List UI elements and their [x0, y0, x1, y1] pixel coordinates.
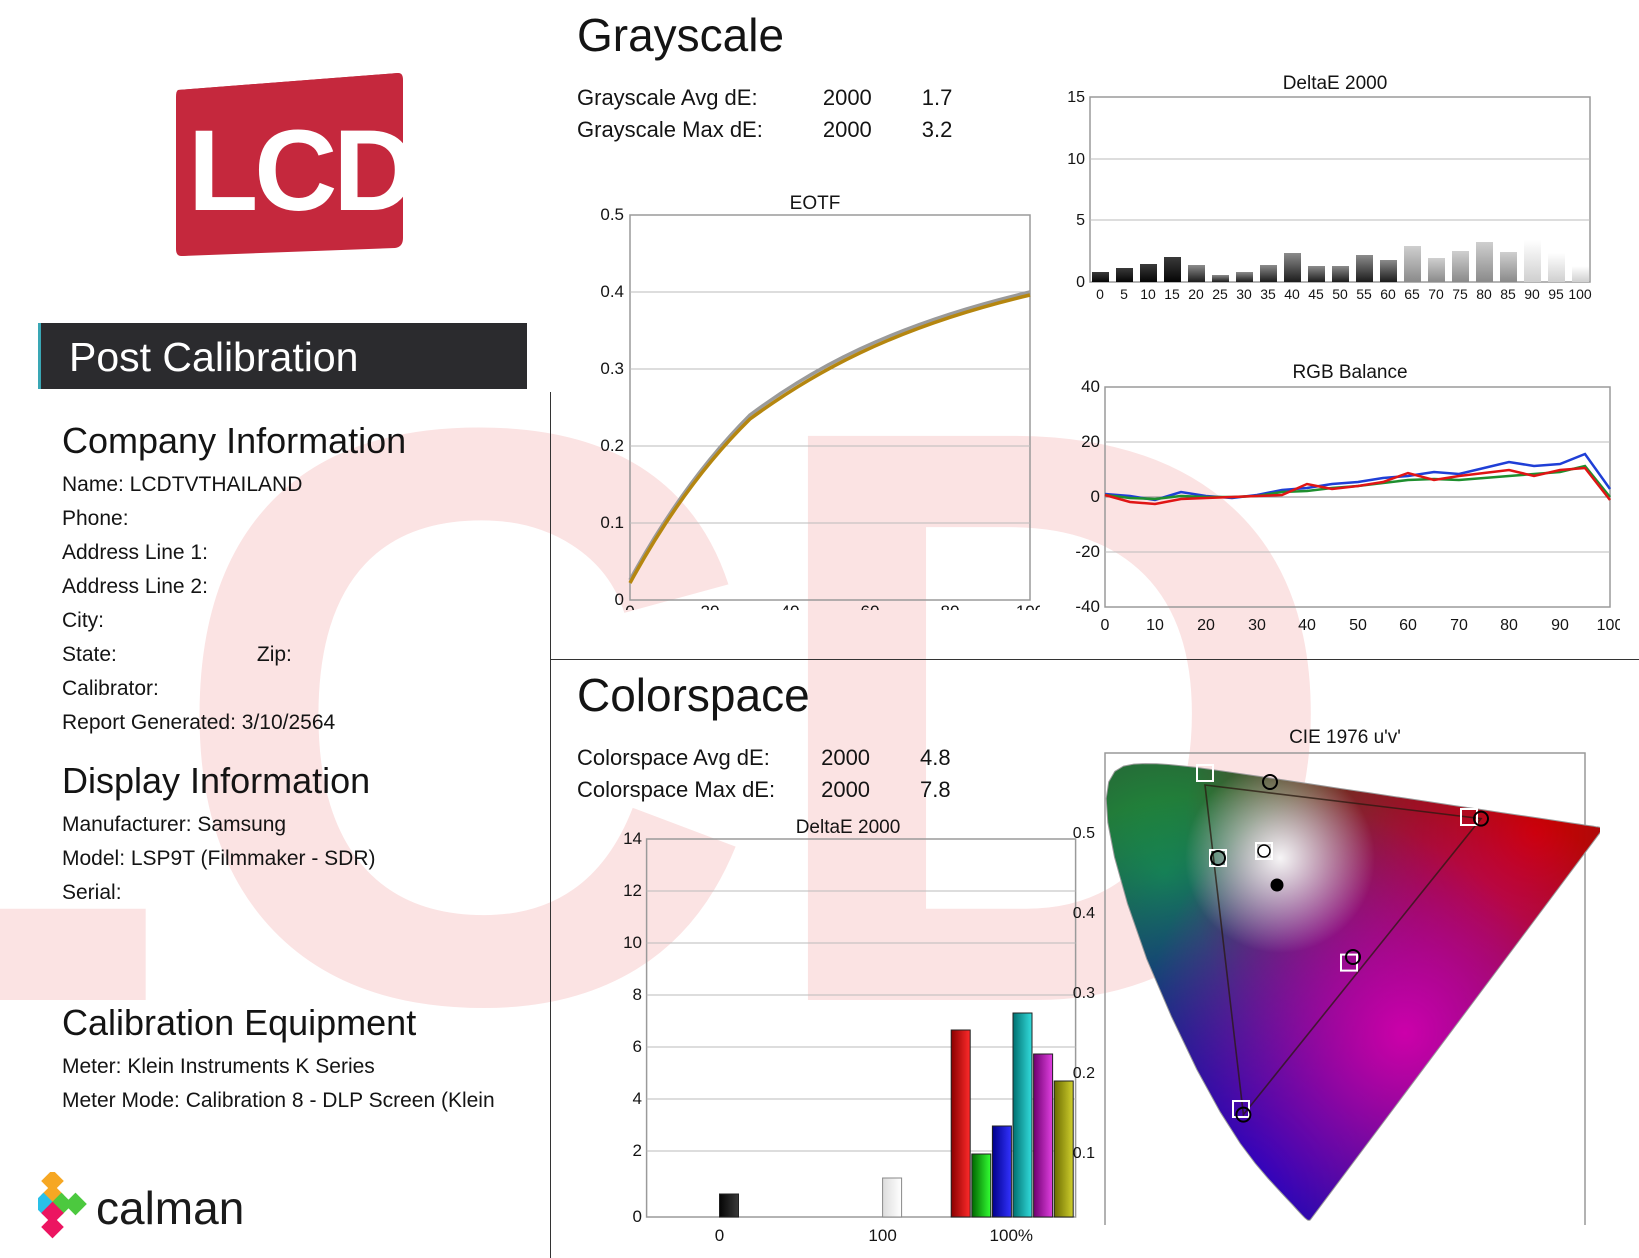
svg-text:45: 45 — [1308, 286, 1324, 302]
svg-text:0.1: 0.1 — [600, 513, 624, 532]
svg-text:0.1: 0.1 — [1073, 1145, 1095, 1162]
svg-text:50: 50 — [1332, 286, 1348, 302]
svg-text:90: 90 — [1551, 617, 1569, 634]
svg-text:80: 80 — [1500, 617, 1518, 634]
svg-text:90: 90 — [1524, 286, 1540, 302]
svg-text:LCD: LCD — [188, 107, 410, 235]
svg-text:20: 20 — [1197, 617, 1215, 634]
svg-text:0: 0 — [625, 602, 634, 610]
svg-text:100%: 100% — [990, 1226, 1033, 1245]
svg-text:65: 65 — [1404, 286, 1420, 302]
svg-text:DeltaE 2000: DeltaE 2000 — [796, 817, 901, 838]
svg-text:40: 40 — [1284, 286, 1300, 302]
svg-text:5: 5 — [1076, 212, 1085, 229]
svg-text:20: 20 — [1188, 286, 1204, 302]
svg-text:60: 60 — [861, 602, 880, 610]
svg-text:0.5: 0.5 — [600, 205, 624, 224]
svg-text:0.5: 0.5 — [1073, 825, 1095, 842]
svg-text:80: 80 — [1476, 286, 1492, 302]
svg-text:25: 25 — [1212, 286, 1228, 302]
svg-text:0: 0 — [1076, 274, 1085, 291]
svg-text:70: 70 — [1450, 617, 1468, 634]
svg-text:0: 0 — [715, 1226, 724, 1245]
svg-text:14: 14 — [623, 829, 642, 848]
svg-text:0: 0 — [615, 590, 624, 609]
svg-text:95: 95 — [1548, 286, 1564, 302]
svg-text:0: 0 — [1101, 617, 1110, 634]
svg-text:40: 40 — [1081, 377, 1100, 396]
svg-text:DeltaE 2000: DeltaE 2000 — [1283, 75, 1388, 94]
svg-text:100: 100 — [868, 1226, 896, 1245]
svg-text:20: 20 — [701, 602, 720, 610]
svg-text:0.4: 0.4 — [600, 282, 624, 301]
svg-text:0: 0 — [633, 1207, 642, 1226]
svg-text:50: 50 — [1349, 617, 1367, 634]
svg-text:0.4: 0.4 — [1073, 905, 1095, 922]
svg-text:10: 10 — [1067, 151, 1085, 168]
svg-text:12: 12 — [623, 881, 642, 900]
svg-text:40: 40 — [781, 602, 800, 610]
svg-text:0.3: 0.3 — [600, 359, 624, 378]
svg-text:100: 100 — [1597, 617, 1620, 634]
svg-text:0.3: 0.3 — [1073, 985, 1095, 1002]
svg-text:85: 85 — [1500, 286, 1516, 302]
svg-text:35: 35 — [1260, 286, 1276, 302]
svg-text:55: 55 — [1356, 286, 1372, 302]
svg-text:-20: -20 — [1075, 542, 1100, 561]
svg-text:4: 4 — [633, 1089, 642, 1108]
svg-text:8: 8 — [633, 985, 642, 1004]
svg-text:calman: calman — [96, 1182, 244, 1234]
svg-text:80: 80 — [941, 602, 960, 610]
svg-text:30: 30 — [1236, 286, 1252, 302]
svg-text:15: 15 — [1164, 286, 1180, 302]
svg-text:60: 60 — [1399, 617, 1417, 634]
svg-text:75: 75 — [1452, 286, 1468, 302]
svg-text:30: 30 — [1248, 617, 1266, 634]
svg-text:10: 10 — [1140, 286, 1156, 302]
svg-text:0: 0 — [1096, 286, 1104, 302]
svg-text:0: 0 — [1091, 487, 1100, 506]
svg-text:10: 10 — [623, 933, 642, 952]
svg-text:6: 6 — [633, 1037, 642, 1056]
svg-text:5: 5 — [1120, 286, 1128, 302]
svg-text:RGB Balance: RGB Balance — [1292, 362, 1407, 383]
svg-text:EOTF: EOTF — [790, 195, 841, 214]
svg-text:0.2: 0.2 — [600, 436, 624, 455]
svg-text:60: 60 — [1380, 286, 1396, 302]
svg-text:2: 2 — [633, 1141, 642, 1160]
svg-text:20: 20 — [1081, 432, 1100, 451]
svg-text:0.2: 0.2 — [1073, 1065, 1095, 1082]
svg-text:-40: -40 — [1075, 597, 1100, 616]
svg-text:100: 100 — [1568, 286, 1592, 302]
svg-text:40: 40 — [1298, 617, 1316, 634]
svg-text:100: 100 — [1016, 602, 1040, 610]
svg-text:15: 15 — [1067, 89, 1085, 106]
svg-text:CIE 1976 u'v': CIE 1976 u'v' — [1289, 727, 1401, 748]
svg-text:10: 10 — [1146, 617, 1164, 634]
svg-text:70: 70 — [1428, 286, 1444, 302]
